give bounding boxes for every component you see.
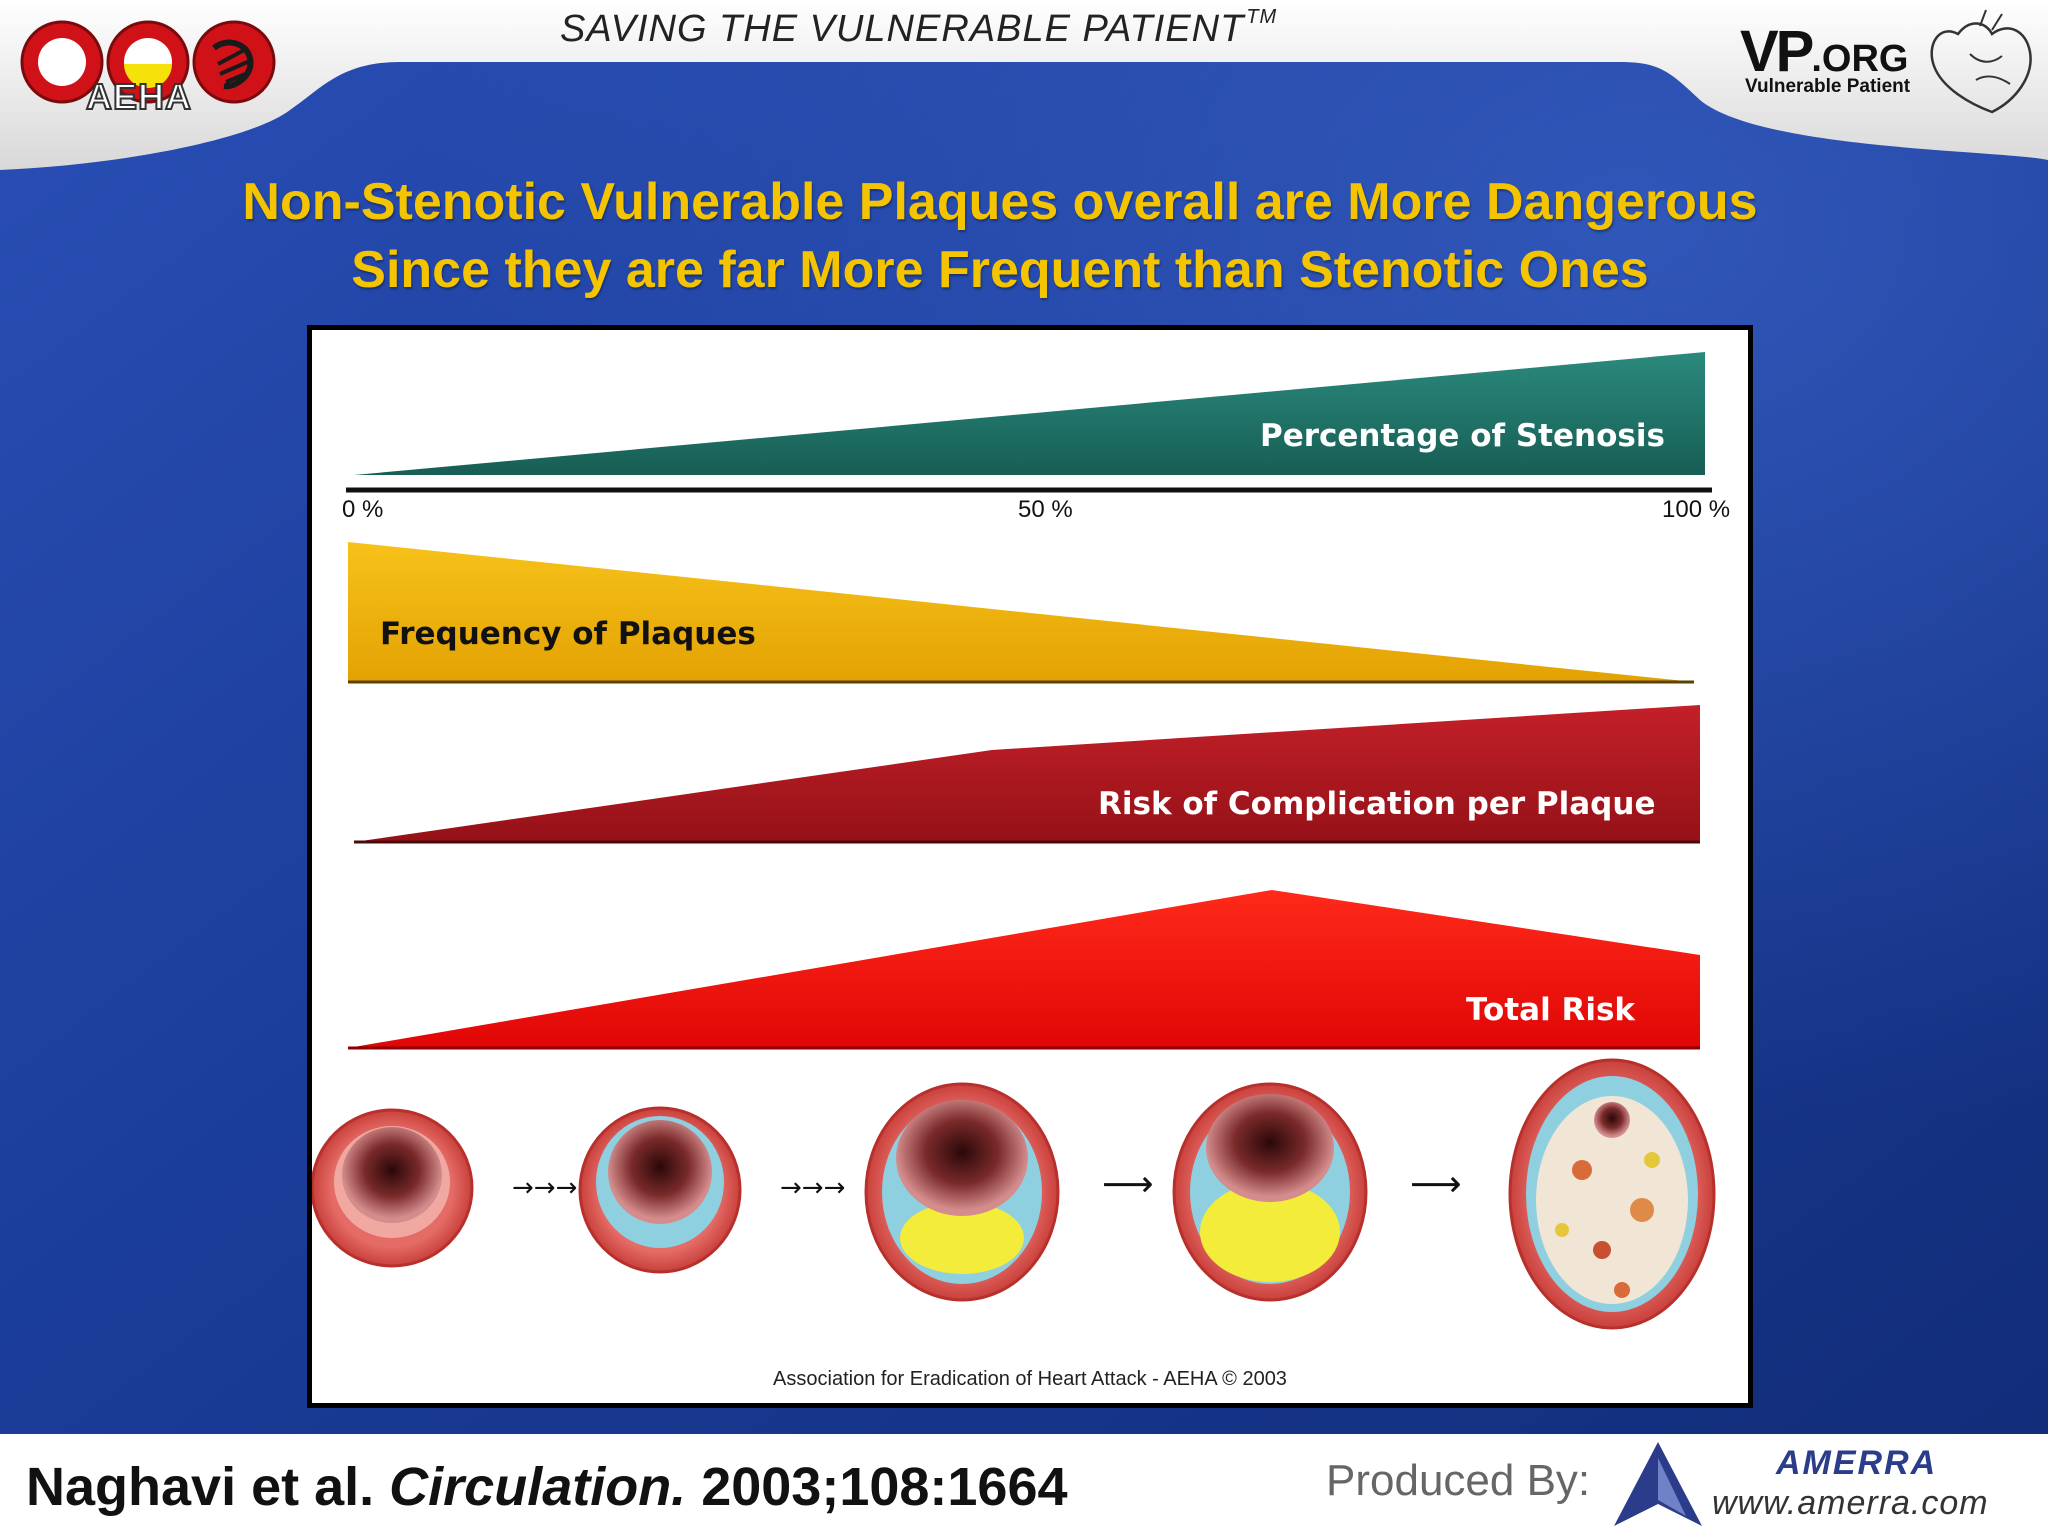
band-label-risk-complication: Risk of Complication per Plaque [1098, 786, 1656, 822]
amerra-url: www.amerra.com [1712, 1484, 1989, 1522]
axis-tick-100: 100 % [1662, 496, 1731, 523]
band-risk-complication [354, 705, 1700, 842]
band-label-total-risk: Total Risk [1466, 992, 1636, 1028]
produced-by-label: Produced By: [1326, 1456, 1591, 1505]
trademark-mark: TM [1246, 6, 1278, 28]
slide-title-line-2: Since they are far More Frequent than St… [351, 241, 1649, 299]
artery-occluded-icon [1508, 1058, 1716, 1330]
band-frequency [348, 542, 1694, 682]
artery-inflamed-plaque-icon [1172, 1082, 1368, 1302]
citation: Naghavi et al. Circulation. 2003;108:166… [26, 1457, 1068, 1517]
axis-tick-0: 0 % [342, 496, 384, 523]
header-title: SAVING THE VULNERABLE PATIENT TM [560, 6, 1278, 50]
band-total-risk [348, 890, 1700, 1048]
band-label-stenosis: Percentage of Stenosis [1260, 418, 1665, 454]
figure-credit: Association for Eradication of Heart Att… [773, 1368, 1287, 1390]
artery-lipid-core-icon [864, 1082, 1060, 1302]
axis-tick-50: 50 % [1018, 496, 1073, 523]
stenosis-risk-diagram: →→→ →→→ ⟶ ⟶ [307, 325, 1753, 1408]
arrow-icon: →→→ [512, 1173, 577, 1203]
band-label-frequency: Frequency of Plaques [380, 616, 756, 652]
slide-title-line-1: Non-Stenotic Vulnerable Plaques overall … [242, 173, 1758, 231]
arrow-icon: ⟶ [1410, 1164, 1462, 1205]
arrow-icon: ⟶ [1102, 1164, 1154, 1205]
vp-org-tagline: Vulnerable Patient [1745, 76, 1911, 97]
footer-bar [0, 1434, 2048, 1536]
band-stenosis [354, 352, 1705, 475]
artery-normal-icon [312, 1108, 474, 1268]
amerra-logo-icon [1614, 1442, 1702, 1526]
artery-early-plaque-icon [578, 1106, 742, 1274]
aeha-logo [20, 20, 276, 104]
vp-org-logo: VP.ORG [1740, 19, 1909, 84]
arrow-icon: →→→ [780, 1173, 845, 1203]
aeha-logo-text: AEHA [85, 75, 193, 118]
diagram-canvas: →→→ →→→ ⟶ ⟶ [312, 352, 1716, 1330]
slide-title: Non-Stenotic Vulnerable Plaques overall … [0, 168, 2000, 304]
amerra-name: AMERRA [1776, 1444, 1938, 1482]
heart-outline-icon [1930, 9, 2032, 114]
